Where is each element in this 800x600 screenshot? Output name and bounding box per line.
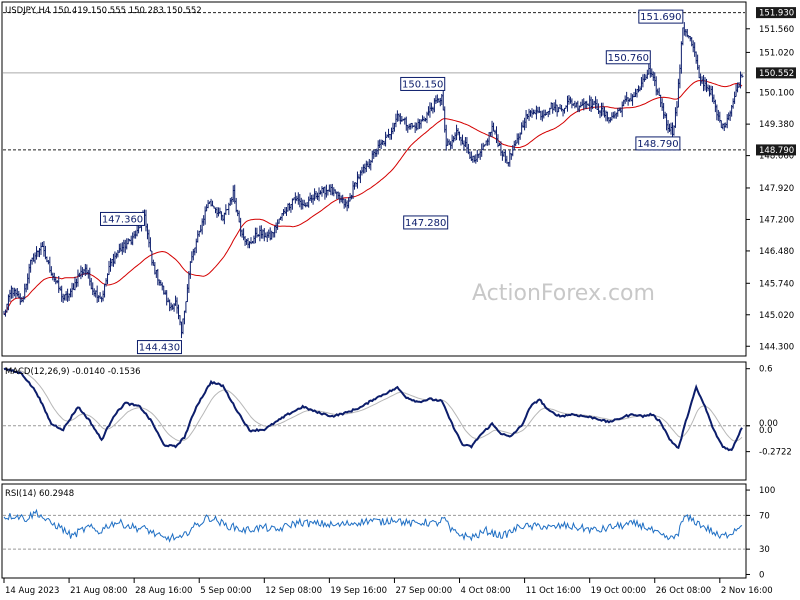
price-levels-layer	[3, 12, 745, 151]
time-axis-label: 27 Sep 00:00	[395, 586, 452, 596]
rsi-pane-title: RSI(14) 60.2948	[5, 489, 74, 499]
time-axis-label: 5 Sep 00:00	[200, 586, 251, 596]
time-axis-label: 19 Oct 00:00	[591, 586, 646, 596]
callout-box	[136, 340, 182, 355]
price-y-tick-label: 151.560	[759, 25, 794, 35]
watermark-text: ActionForex.com	[472, 281, 655, 306]
macd-lines-layer	[3, 367, 745, 452]
price-y-tick-label: 147.920	[759, 184, 794, 194]
time-axis-label: 21 Aug 08:00	[70, 586, 127, 596]
price-pane: ActionForex.com 151.690 150.760 150.150 148…	[1, 1, 747, 357]
time-axis-label: 2 Nov 16:00	[721, 586, 773, 596]
rsi-line	[3, 508, 743, 543]
level-tag-label: 150.552	[759, 69, 794, 79]
rsi-y-tick-label: 0	[759, 570, 764, 580]
price-y-tick-label: 149.380	[759, 120, 794, 130]
callout-150-150: 150.150	[400, 76, 446, 91]
time-axis-label: 12 Sep 08:00	[265, 586, 322, 596]
callout-box	[605, 50, 651, 65]
callout-box	[403, 215, 449, 230]
level-tag-label: 148.790	[759, 146, 794, 156]
callout-label: 147.280	[405, 218, 446, 229]
rsi-y-tick-label: 70	[759, 511, 770, 521]
macd-pane-border	[1, 361, 747, 481]
rsi-lines-layer	[3, 508, 745, 550]
macd-pane-title: MACD(12,26,9) -0.0140 -0.1536	[5, 367, 141, 377]
macd-y-tick-label: 0.0	[759, 426, 773, 436]
callout-label: 144.430	[139, 343, 180, 354]
macd-pane: MACD(12,26,9) -0.0140 -0.1536	[1, 361, 747, 481]
callout-144-430: 144.430	[136, 340, 182, 355]
macd-y-axis: 0.6 0.000.0 -0.2722	[746, 365, 792, 458]
time-axis-label: 28 Aug 16:00	[135, 586, 192, 596]
callout-label: 148.790	[637, 139, 678, 150]
time-axis-label: 11 Oct 16:00	[526, 586, 581, 596]
price-y-tick-label: 145.740	[759, 279, 794, 289]
level-tag-box	[756, 67, 796, 79]
price-pane-title: USDJPY,H4 150.419 150.555 150.283 150.55…	[5, 6, 202, 16]
callout-label: 150.150	[402, 79, 443, 90]
level-tag-box	[756, 7, 796, 19]
price-level-tags: 151.930 150.552 148.790	[756, 7, 796, 156]
price-y-tick-label: 150.100	[759, 89, 794, 99]
price-y-tick-label: 144.300	[759, 342, 794, 352]
price-bar	[741, 73, 744, 78]
time-axis: 14 Aug 2023 21 Aug 08:00 28 Aug 16:00 5 Sep…	[3, 578, 773, 596]
level-tag-label: 151.930	[759, 9, 794, 19]
rsi-y-tick-label: 100	[759, 486, 775, 496]
time-axis-label: 14 Aug 2023	[5, 586, 59, 596]
macd-y-tick-label: 0.00	[759, 419, 778, 429]
price-y-tick-label: 151.020	[759, 48, 794, 58]
time-axis-label: 26 Oct 08:00	[656, 586, 711, 596]
callout-150-760: 150.760	[605, 50, 651, 65]
callout-147-280: 147.280	[403, 215, 449, 230]
callout-label: 151.690	[640, 12, 681, 23]
macd-y-tick-label: -0.2722	[759, 448, 792, 458]
callout-box	[400, 76, 446, 91]
macd-line	[3, 367, 743, 452]
callout-box	[635, 136, 681, 151]
callout-label: 147.360	[102, 214, 143, 225]
callout-box	[100, 211, 146, 226]
price-y-tick-label: 148.660	[759, 152, 794, 162]
level-tag-box	[756, 144, 796, 156]
time-axis-label: 4 Oct 08:00	[461, 586, 511, 596]
macd-y-tick-label: 0.6	[759, 365, 773, 375]
price-bars-layer	[3, 22, 744, 339]
callout-label: 150.760	[608, 53, 649, 64]
rsi-y-axis: 100 70 30 0	[746, 486, 775, 580]
time-axis-label: 19 Sep 16:00	[330, 586, 387, 596]
price-y-tick-label: 146.480	[759, 247, 794, 257]
callout-148-790: 148.790	[635, 136, 681, 151]
price-y-tick-label: 145.020	[759, 311, 794, 321]
callout-box	[638, 9, 684, 24]
rsi-y-tick-label: 30	[759, 545, 770, 555]
price-callouts-layer: 151.690 150.760 150.150 148.790 147.360 147.2…	[100, 9, 684, 355]
callout-151-690: 151.690	[638, 9, 684, 24]
price-y-axis: 151.560 151.020 150.100 149.380 148.660 147.9…	[746, 25, 794, 352]
rsi-pane-border	[1, 483, 747, 579]
rsi-pane: RSI(14) 60.2948	[1, 483, 747, 579]
price-y-tick-label: 147.200	[759, 215, 794, 225]
callout-147-360: 147.360	[100, 211, 146, 226]
